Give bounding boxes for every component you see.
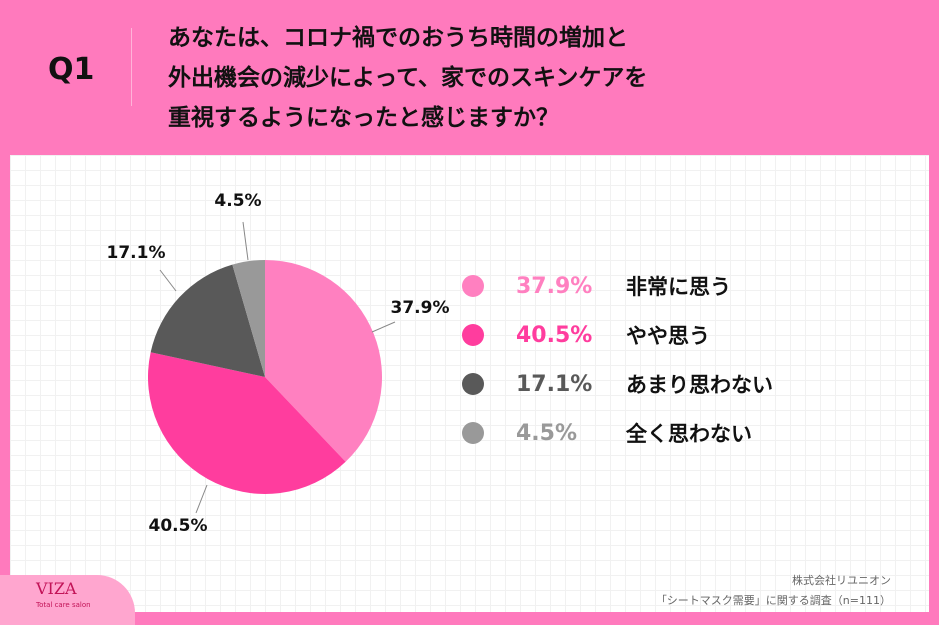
legend-percent: 4.5% [516, 420, 578, 446]
legend-percent: 37.9% [516, 273, 593, 299]
leader-line [242, 221, 249, 261]
legend-item: 17.1% あまり思わない [462, 369, 773, 399]
pie-slice [232, 260, 265, 377]
title-line: あなたは、コロナ禍でのおうち時間の増加と [168, 25, 628, 51]
legend-percent: 17.1% [516, 371, 593, 397]
divider [131, 28, 132, 106]
logo-name: VIZA [36, 579, 77, 598]
pie-slice [150, 264, 265, 377]
legend-item: 37.9% 非常に思う [462, 271, 731, 301]
data-label: 17.1% [107, 243, 166, 263]
legend-marker [462, 373, 484, 395]
leader-line [159, 269, 177, 292]
legend-item: 40.5% やや思う [462, 320, 710, 350]
legend-label: 非常に思う [626, 275, 731, 299]
legend-marker [462, 275, 484, 297]
data-label: 40.5% [149, 516, 208, 536]
leader-line [195, 484, 208, 514]
data-label: 4.5% [214, 191, 261, 211]
legend-marker [462, 324, 484, 346]
legend-label: あまり思わない [626, 373, 773, 397]
data-label: 37.9% [391, 298, 450, 318]
question-title: あなたは、コロナ禍でのおうち時間の増加と 外出機会の減少によって、家でのスキンケ… [168, 18, 647, 138]
legend-label: 全く思わない [626, 422, 752, 446]
legend-item: 4.5% 全く思わない [462, 418, 752, 448]
logo: VIZA Total care salon [0, 575, 135, 625]
title-line: 重視するようになったと感じますか？ [168, 105, 559, 131]
pie-slice [147, 352, 346, 495]
legend-percent: 40.5% [516, 322, 593, 348]
footer-company: 株式会社リユニオン [792, 574, 891, 587]
footer-survey: 「シートマスク需要」に関する調査（n=111） [655, 594, 891, 607]
legend-label: やや思う [626, 324, 710, 348]
legend-marker [462, 422, 484, 444]
title-line: 外出機会の減少によって、家でのスキンケアを [168, 65, 648, 91]
footer: 株式会社リユニオン 「シートマスク需要」に関する調査（n=111） [656, 571, 891, 611]
pie-slice [265, 260, 383, 462]
leader-line [371, 321, 396, 333]
logo-tagline: Total care salon [36, 601, 91, 609]
question-number: Q1 [48, 52, 95, 87]
